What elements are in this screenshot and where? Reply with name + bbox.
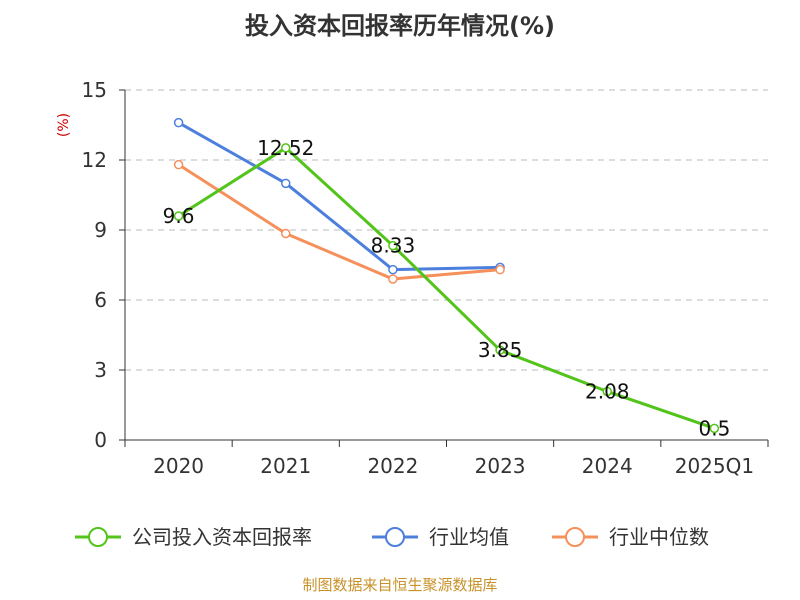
series-company xyxy=(173,143,720,434)
legend-marker xyxy=(88,527,108,547)
data-label: 3.85 xyxy=(478,338,523,362)
data-point xyxy=(281,228,291,239)
series-line-industry_median xyxy=(177,163,502,281)
data-point xyxy=(281,178,291,189)
data-point xyxy=(173,211,184,221)
legend-item-industry_avg: 行业均值 xyxy=(372,525,509,549)
data-label: 0.5 xyxy=(699,416,731,440)
data-label: 12.52 xyxy=(257,136,314,160)
grid-lines xyxy=(125,89,768,371)
data-point xyxy=(173,117,184,128)
data-series xyxy=(173,117,720,434)
y-tick-label: 15 xyxy=(82,78,107,102)
y-axis-label: (%) xyxy=(56,113,72,137)
legend-label: 公司投入资本回报率 xyxy=(132,525,312,549)
x-tick-label: 2024 xyxy=(582,454,633,478)
legend-item-industry_median: 行业中位数 xyxy=(552,525,709,549)
data-label: 2.08 xyxy=(585,379,630,403)
y-tick-label: 12 xyxy=(82,148,107,172)
data-point xyxy=(173,159,184,170)
data-label: 8.33 xyxy=(371,234,416,258)
legend-marker xyxy=(565,527,585,547)
x-tick-label: 2022 xyxy=(367,454,418,478)
y-tick-label: 9 xyxy=(94,218,107,242)
data-point xyxy=(709,423,720,434)
data-point xyxy=(281,143,291,153)
data-labels: 9.6 12.52 8.33 3.85 2.08 0.5 xyxy=(163,136,731,440)
x-tick-label: 2025Q1 xyxy=(675,454,754,478)
x-tick-label: 2021 xyxy=(260,454,311,478)
source-note: 制图数据来自恒生聚源数据库 xyxy=(302,576,497,594)
data-label: 9.6 xyxy=(163,204,195,228)
legend-label: 行业中位数 xyxy=(609,525,709,549)
data-point xyxy=(388,274,398,284)
y-tick-label: 6 xyxy=(94,288,107,312)
legend-item-company: 公司投入资本回报率 xyxy=(75,525,312,549)
y-tick-label: 3 xyxy=(94,358,107,382)
x-tick-label: 2023 xyxy=(475,454,526,478)
legend: 公司投入资本回报率 行业均值 行业中位数 xyxy=(75,525,709,549)
data-point xyxy=(602,386,612,397)
data-point xyxy=(495,345,505,355)
legend-label: 行业均值 xyxy=(429,525,509,549)
data-point xyxy=(388,264,398,275)
series-line-industry_avg xyxy=(177,121,502,272)
data-point xyxy=(388,240,398,251)
series-line-company xyxy=(177,146,716,430)
data-point xyxy=(495,264,505,275)
legend-marker xyxy=(385,527,405,547)
axes: 0 3 6 9 12 15 2020 2021 2022 2023 2024 2025Q1 xyxy=(82,78,769,478)
y-tick-label: 0 xyxy=(94,428,107,452)
chart-title: 投入资本回报率历年情况(%) xyxy=(245,12,555,40)
x-tick-label: 2020 xyxy=(153,454,204,478)
series-industry_median xyxy=(173,159,505,284)
